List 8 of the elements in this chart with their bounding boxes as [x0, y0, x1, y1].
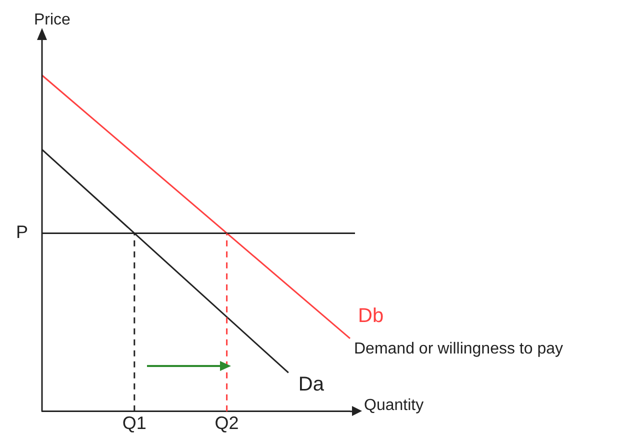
series-label: Da — [298, 373, 325, 396]
series-label: Db — [358, 304, 384, 327]
x-tick-label: Q1 — [122, 413, 146, 434]
x-axis-title: Quantity — [364, 396, 424, 414]
x-tick-label: Q2 — [214, 413, 239, 434]
y-axis-title: Price — [34, 11, 71, 28]
text: Demand or willingness to pay — [354, 340, 563, 358]
ref-line-label: P — [16, 222, 28, 242]
